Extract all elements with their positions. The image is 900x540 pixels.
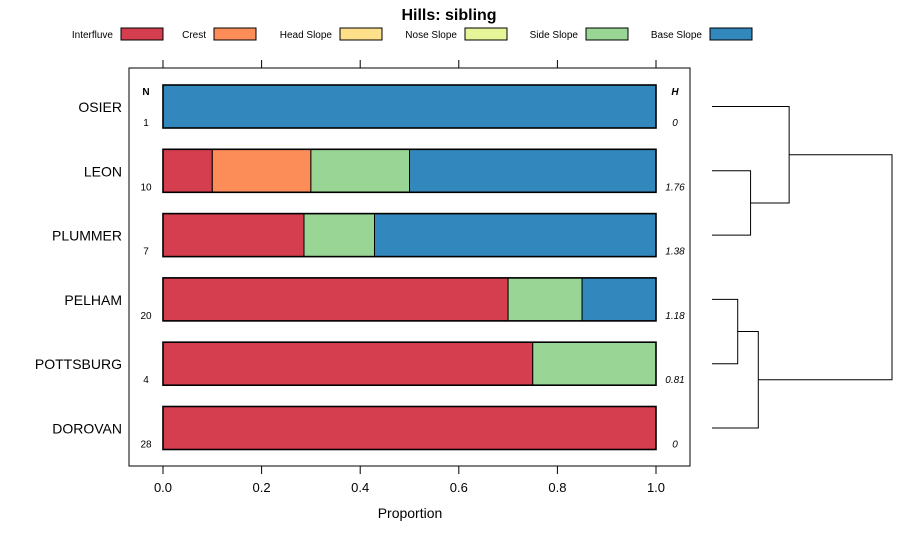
- legend-label: Side Slope: [530, 30, 579, 41]
- bar-outline: [162, 84, 657, 129]
- h-value: 0: [672, 118, 678, 129]
- bar-segment: [409, 148, 657, 193]
- x-axis: 0.0 0.2 0.4 0.6 0.8 1.0: [154, 60, 665, 495]
- bar-segment: [162, 84, 657, 129]
- legend-label: Nose Slope: [405, 30, 457, 41]
- bar-outline: [162, 341, 657, 387]
- bar-segment: [162, 148, 213, 193]
- bar-segment: [303, 213, 375, 258]
- bar-segment: [507, 277, 583, 322]
- legend-swatch: [339, 27, 383, 41]
- x-tick-label: 0.4: [351, 480, 369, 495]
- h-value: 1.76: [665, 182, 685, 193]
- dendrogram-link: [712, 298, 739, 365]
- dendrogram-link: [712, 170, 752, 236]
- bar-segment: [162, 277, 509, 322]
- row-label: PLUMMER: [52, 228, 122, 244]
- row-label: DOROVAN: [52, 421, 122, 437]
- legend-swatch: [709, 27, 753, 41]
- plot-panel: [128, 67, 691, 467]
- legend-swatch: [120, 27, 164, 41]
- legend-swatch: [213, 27, 257, 41]
- bar-segment: [532, 341, 657, 386]
- bar-segment: [581, 277, 657, 322]
- legend-swatch: [585, 27, 629, 41]
- n-value: 7: [143, 247, 149, 258]
- legend-label: Head Slope: [280, 30, 333, 41]
- bar-segment: [162, 341, 534, 386]
- row-label: PELHAM: [64, 292, 122, 308]
- n-value: 10: [140, 182, 152, 193]
- dendrogram-link: [758, 154, 893, 381]
- n-header: N: [142, 87, 149, 98]
- legend-label: Base Slope: [651, 30, 703, 41]
- dendrogram-link: [712, 331, 759, 429]
- bar-segment: [310, 148, 410, 193]
- bar-outline: [162, 277, 657, 322]
- n-value: 20: [140, 311, 152, 322]
- bar-outline: [162, 148, 657, 194]
- x-tick-label: 0.2: [253, 480, 271, 495]
- x-axis-title: Proportion: [378, 505, 443, 521]
- bar-outline: [162, 212, 657, 258]
- bar-segment: [373, 213, 657, 258]
- bar-segment: [162, 406, 657, 450]
- row-label: LEON: [84, 163, 122, 179]
- n-value: 28: [140, 440, 152, 451]
- h-value: 0: [672, 440, 678, 451]
- h-header: H: [671, 87, 679, 98]
- x-tick-label: 0.8: [548, 480, 566, 495]
- chart-title: Hills: sibling: [401, 7, 496, 24]
- legend-swatch: [464, 27, 508, 41]
- n-value: 1: [143, 118, 149, 129]
- bar-segment: [162, 213, 305, 258]
- dendrogram: [712, 106, 893, 429]
- bar-outline: [162, 405, 657, 451]
- legend: Interfluve Crest Head Slope Nose Slope Side …: [72, 27, 753, 41]
- legend-label: Interfluve: [72, 30, 114, 41]
- n-value: 4: [143, 375, 149, 386]
- x-tick-label: 0.6: [450, 480, 468, 495]
- h-value: 1.38: [665, 247, 685, 258]
- bar-segment: [211, 148, 312, 193]
- h-value: 1.18: [665, 311, 685, 322]
- h-value: 0.81: [665, 375, 684, 386]
- x-tick-label: 0.0: [154, 480, 172, 495]
- row-label: OSIER: [78, 99, 122, 115]
- row-label: POTTSBURG: [35, 356, 122, 372]
- bars: [162, 84, 657, 451]
- legend-label: Crest: [182, 30, 206, 41]
- x-tick-label: 1.0: [647, 480, 665, 495]
